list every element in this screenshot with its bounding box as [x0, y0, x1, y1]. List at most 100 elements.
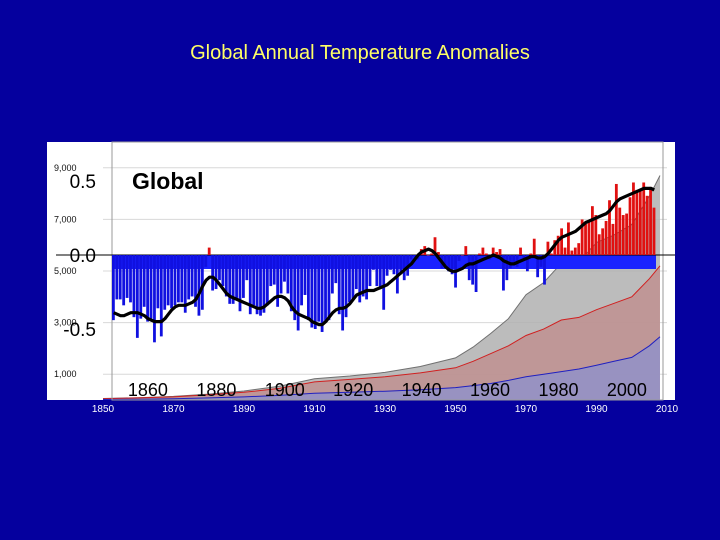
emissions-area-edge-2 — [102, 336, 661, 400]
anomaly-bar — [621, 215, 625, 255]
anomaly-bar — [635, 189, 639, 255]
anomaly-bar — [211, 255, 215, 291]
anomaly-bar — [433, 237, 437, 255]
anomaly-bar — [156, 255, 160, 309]
anomaly-bar — [272, 255, 276, 285]
anomaly-bar — [365, 255, 368, 300]
anomaly-bar — [135, 255, 139, 338]
emissions-x-ticks: 1850 1870 1890 1910 1930 1950 1970 1990 2010 — [92, 404, 679, 415]
anomaly-bar — [265, 255, 269, 306]
anomaly-bar — [378, 255, 382, 288]
anomaly-bar — [604, 220, 608, 255]
anomaly-bar — [471, 255, 475, 285]
emissions-y-tick-label: 5,000 — [54, 266, 77, 276]
anomaly-bar — [197, 255, 201, 316]
anomaly-bar — [532, 238, 536, 255]
anomaly-bar — [218, 255, 221, 281]
anomaly-y-tick-label: -0.5 — [63, 320, 96, 341]
anomaly-bar — [368, 255, 372, 287]
emissions-y-tick-label: 3,000 — [54, 318, 77, 328]
anomaly-bar — [426, 255, 430, 256]
anomaly-bar — [324, 255, 327, 322]
anomaly-bar — [474, 255, 478, 292]
smoothed-line-layer — [113, 186, 655, 327]
slide-title: Global Annual Temperature Anomalies — [190, 42, 530, 64]
anomaly-bar — [642, 182, 646, 255]
anomaly-bar — [118, 255, 122, 300]
anomaly-bar — [549, 253, 553, 255]
anomaly-bar — [207, 247, 211, 255]
emissions-area-1 — [103, 265, 660, 400]
anomaly-bar — [385, 255, 389, 276]
anomaly-bar — [341, 255, 345, 331]
anomaly-bar — [546, 241, 550, 255]
emissions-x-tick-label: 1930 — [374, 404, 397, 415]
anomaly-bar — [259, 255, 262, 316]
anomaly-bar — [467, 255, 471, 281]
anomaly-bar — [409, 255, 413, 260]
anomaly-bar — [269, 255, 273, 287]
anomaly-bar — [570, 250, 574, 255]
anomaly-bar — [200, 255, 204, 310]
anomaly-bar — [235, 255, 238, 298]
emissions-x-tick-label: 1970 — [515, 404, 538, 415]
anomaly-bar — [204, 255, 208, 267]
emissions-y-ticks: 9,000 7,000 5,000 3,000 1,000 — [54, 163, 77, 379]
emissions-x-tick-label: 2010 — [656, 404, 679, 415]
emissions-x-tick-label: 1870 — [162, 404, 185, 415]
anomaly-bar — [443, 255, 447, 269]
anomaly-bar — [334, 255, 338, 284]
anomaly-x-tick-label: 1880 — [196, 380, 236, 400]
anomaly-bar — [170, 255, 173, 309]
anomaly-bar — [194, 255, 197, 307]
anomaly-bar — [166, 255, 170, 306]
anomaly-bar — [402, 255, 406, 281]
anomaly-bar — [447, 255, 451, 272]
anomaly-bar — [460, 255, 464, 256]
anomaly-bar — [481, 247, 485, 255]
anomaly-bar — [129, 255, 132, 303]
anomaly-bar — [286, 255, 290, 294]
anomaly-bar — [228, 255, 232, 304]
anomaly-bar — [525, 255, 529, 272]
anomaly-bar — [502, 255, 505, 291]
anomaly-bar — [146, 255, 150, 322]
anomaly-bar — [437, 252, 440, 255]
anomaly-bar — [344, 255, 348, 318]
emissions-x-tick-label: 1850 — [92, 404, 115, 415]
anomaly-bar — [491, 247, 495, 255]
anomaly-bar — [279, 255, 283, 294]
anomaly-bar — [450, 255, 454, 275]
anomaly-bar — [573, 247, 577, 255]
anomaly-bar — [632, 182, 635, 255]
anomaly-bar — [577, 243, 581, 255]
anomaly-bar — [430, 253, 433, 255]
anomaly-bar — [159, 255, 163, 337]
anomaly-bar — [628, 197, 632, 255]
emissions-area-2 — [103, 336, 660, 400]
anomaly-bar — [354, 255, 358, 290]
anomaly-bar — [457, 255, 461, 261]
anomaly-bar — [248, 255, 252, 315]
anomaly-bar — [498, 249, 502, 255]
anomaly-x-tick-label: 2000 — [607, 380, 647, 400]
anomaly-y-tick-label: 0.0 — [70, 246, 96, 267]
anomaly-bar — [307, 255, 310, 321]
anomaly-bar — [214, 255, 218, 290]
anomaly-bar — [238, 255, 242, 312]
anomaly-bar — [519, 247, 522, 255]
anomaly-bar — [382, 255, 386, 310]
anomaly-bars — [112, 182, 656, 343]
anomaly-bar — [296, 255, 300, 331]
smoothed-line — [113, 186, 655, 327]
anomaly-bar — [358, 255, 362, 303]
anomaly-bar — [330, 255, 334, 294]
anomaly-bar — [536, 255, 540, 278]
emissions-x-tick-label: 1890 — [233, 404, 256, 415]
anomaly-bar — [190, 255, 194, 297]
anomaly-bar — [597, 234, 601, 255]
anomaly-bar — [522, 255, 526, 258]
anomaly-bar — [649, 186, 652, 255]
anomaly-bar — [242, 255, 245, 298]
anomaly-bar — [276, 255, 280, 307]
